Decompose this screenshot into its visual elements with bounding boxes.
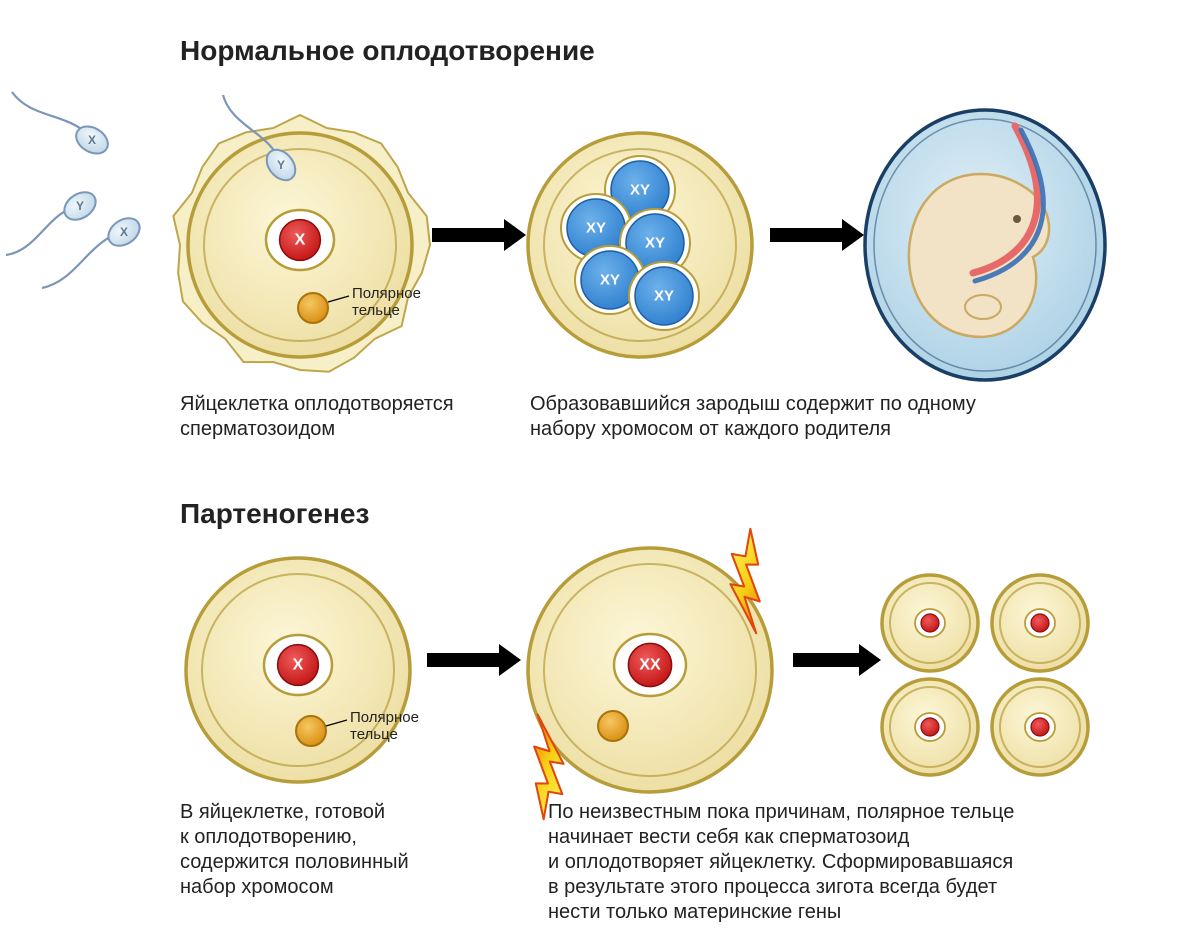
svg-text:X: X bbox=[293, 657, 304, 674]
svg-text:XY: XY bbox=[600, 272, 620, 289]
polar-body-label-2: Полярноетельце bbox=[350, 710, 419, 743]
caption-partheno-2: По неизвестным пока причинам, полярное т… bbox=[548, 800, 1014, 925]
caption-partheno-1: В яйцеклетке, готовойк оплодотворению,со… bbox=[180, 800, 409, 900]
caption-normal-1: Яйцеклетка оплодотворяетсясперматозоидом bbox=[180, 392, 454, 442]
svg-text:XY: XY bbox=[645, 235, 665, 252]
svg-text:XY: XY bbox=[630, 182, 650, 199]
svg-text:X: X bbox=[120, 225, 128, 239]
svg-text:X: X bbox=[88, 133, 96, 147]
title-normal: Нормальное оплодотворение bbox=[180, 35, 595, 67]
title-partheno: Партеногенез bbox=[180, 498, 369, 530]
svg-text:Y: Y bbox=[277, 158, 285, 172]
svg-text:X: X bbox=[295, 232, 306, 249]
svg-text:Y: Y bbox=[76, 199, 84, 213]
svg-text:XY: XY bbox=[654, 288, 674, 305]
caption-normal-2: Образовавшийся зародыш содержит по одном… bbox=[530, 392, 976, 442]
polar-body-label-1: Полярноетельце bbox=[352, 286, 421, 319]
svg-text:XX: XX bbox=[639, 657, 661, 674]
svg-text:XY: XY bbox=[586, 220, 606, 237]
